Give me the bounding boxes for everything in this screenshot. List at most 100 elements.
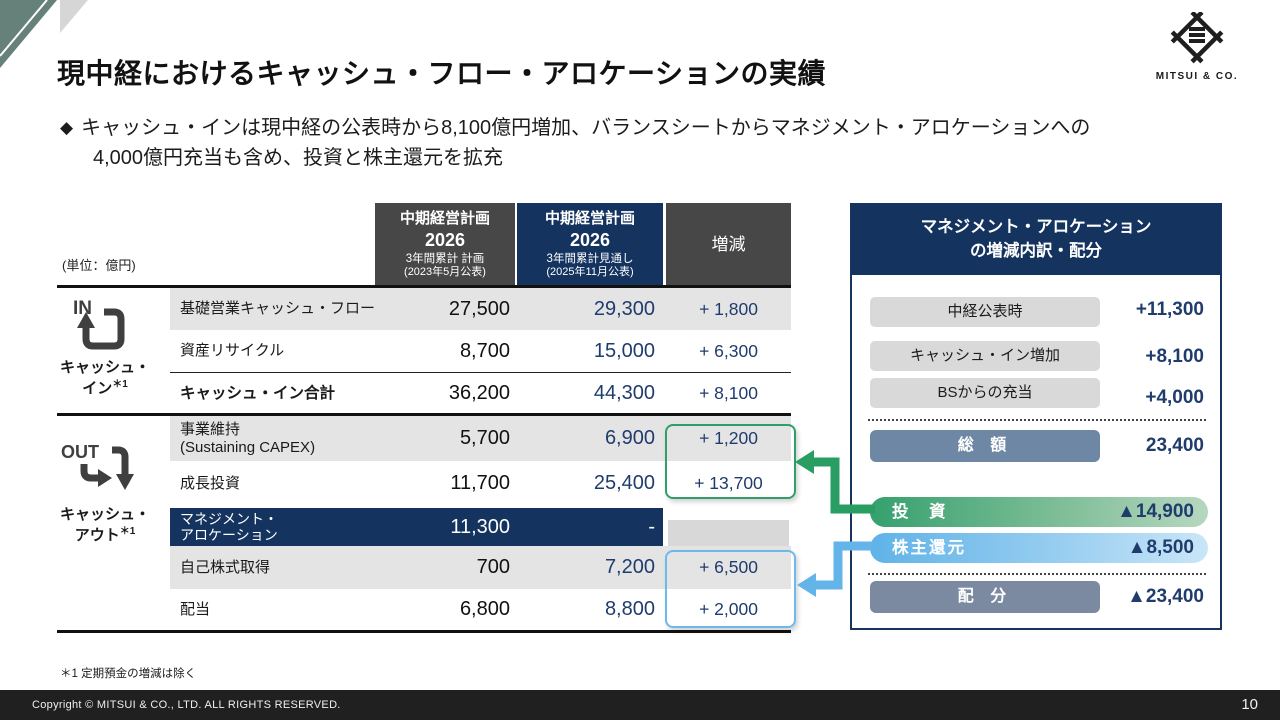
row-change-value: + 8,100 xyxy=(699,383,758,403)
row-label-line2: アロケーション xyxy=(180,527,278,543)
panel-total-value: 23,400 xyxy=(1145,435,1204,456)
row-label-line1: マネジメント・ xyxy=(180,510,278,527)
row-forecast-value: 44,300 xyxy=(593,382,655,404)
cash-in-label-line2: イン xyxy=(82,379,113,397)
row-plan-value: 700 xyxy=(476,556,510,578)
header-forecast-year: 2026 xyxy=(569,230,611,251)
shareholder-change-highlight-box xyxy=(665,550,796,628)
panel-dotted-divider-1 xyxy=(868,419,1206,421)
key-message-line2: 4,000億円充当も含め、投資と株主還元を拡充 xyxy=(93,147,504,169)
table-row-management-allocation: マネジメント・ アロケーション 11,300 - xyxy=(170,508,791,546)
cash-out-icon-text: OUT xyxy=(61,442,99,462)
row-forecast-value: 25,400 xyxy=(593,472,655,494)
table-row-cash-in-total: キャッシュ・イン合計 36,200 44,300 + 8,100 xyxy=(170,372,791,414)
panel-shareholder-label: 株主還元 xyxy=(892,539,966,557)
page-number: 10 xyxy=(1241,696,1258,713)
header-plan-year: 2026 xyxy=(424,230,466,251)
row-label: 基礎営業キャッシュ・フロー xyxy=(180,300,376,318)
panel-shareholder-value: ▲8,500 xyxy=(1127,537,1194,558)
panel-allocation-label: 配 分 xyxy=(870,581,1100,613)
key-message-line1: キャッシュ・インは現中経の公表時から8,100億円増加、バランスシートからマネジ… xyxy=(81,117,1091,139)
table-section-divider xyxy=(57,413,791,416)
cash-out-label-line1: キャッシュ・ xyxy=(59,506,150,523)
table-row-growth-investment: 成長投資 11,700 25,400 + 13,700 xyxy=(170,461,791,506)
row-forecast-value: 8,800 xyxy=(604,598,655,620)
table-row-operating-cf: 基礎営業キャッシュ・フロー 27,500 29,300 + 1,800 xyxy=(170,288,791,330)
row-label: 自己株式取得 xyxy=(180,558,271,576)
management-allocation-panel: マネジメント・アロケーション の増減内訳・配分 中経公表時 +11,300 キャ… xyxy=(850,203,1222,630)
row-plan-value: 36,200 xyxy=(448,382,510,404)
row-label: 成長投資 xyxy=(180,474,241,492)
table-row-asset-recycle: 資産リサイクル 8,700 15,000 + 6,300 xyxy=(170,330,791,372)
row-forecast-value: - xyxy=(648,515,655,538)
row-forecast-value: 29,300 xyxy=(593,297,655,320)
green-arrowhead-icon xyxy=(795,450,814,474)
cash-out-label: キャッシュ・ アウト＊1 xyxy=(45,505,165,545)
cash-in-label: キャッシュ・ イン＊1 xyxy=(45,358,165,398)
panel-title: マネジメント・アロケーション の増減内訳・配分 xyxy=(852,205,1220,275)
key-message: ◆ キャッシュ・インは現中経の公表時から8,100億円増加、バランスシートからマネ… xyxy=(60,113,1090,173)
blue-arrowhead-icon xyxy=(797,573,816,597)
corner-decoration xyxy=(0,0,88,68)
header-forecast-title: 中期経営計画 xyxy=(544,210,635,228)
table-row-dividend: 配当 6,800 8,800 + 2,000 xyxy=(170,589,791,630)
table-header-change: 増減 xyxy=(666,203,791,287)
panel-item-bs-value: +4,000 xyxy=(1145,387,1204,408)
logo-text: MITSUI & CO. xyxy=(1155,71,1239,82)
cash-in-icon: IN xyxy=(73,298,125,350)
row-forecast-value: 15,000 xyxy=(593,339,655,362)
green-connector-line xyxy=(814,457,875,514)
row-change-value: + 13,700 xyxy=(694,473,763,493)
panel-investment-pill: 投 資 ▲14,900 xyxy=(870,497,1208,527)
management-allocation-band xyxy=(170,508,663,546)
header-plan-sub: 3年間累計 計画 xyxy=(405,252,485,265)
table-bottom-border xyxy=(57,630,791,633)
bullet-diamond-icon: ◆ xyxy=(60,118,74,137)
panel-investment-value: ▲14,900 xyxy=(1117,501,1194,522)
header-forecast-date: (2025年11月公表) xyxy=(546,265,634,278)
cash-out-footnote-ref: ＊1 xyxy=(119,525,136,537)
row-label: 配当 xyxy=(180,600,211,618)
row-label: 資産リサイクル xyxy=(180,342,285,360)
panel-item-published-label: 中経公表時 xyxy=(870,297,1100,327)
table-row-share-buyback: 自己株式取得 700 7,200 + 6,500 xyxy=(170,546,791,589)
row-plan-value: 27,500 xyxy=(448,297,510,320)
row-plan-value: 11,300 xyxy=(450,515,510,538)
panel-item-published-value: +11,300 xyxy=(1135,299,1204,320)
row-change-value: + 2,000 xyxy=(699,599,758,619)
panel-title-line1: マネジメント・アロケーション xyxy=(920,218,1152,237)
row-label-line2: (Sustaining CAPEX) xyxy=(180,438,316,456)
unit-label: (単位：億円) xyxy=(62,258,136,273)
footer-bar: Copyright © MITSUI & CO., LTD. ALL RIGHT… xyxy=(0,690,1280,720)
panel-item-cashin-label: キャッシュ・イン増加 xyxy=(870,341,1100,371)
mitsui-logo: MITSUI & CO. xyxy=(1142,10,1252,82)
cash-out-label-line2: アウト xyxy=(74,526,120,544)
row-change-value: + 1,200 xyxy=(699,428,758,448)
panel-total-label: 総 額 xyxy=(870,430,1100,462)
row-label-line1: 事業維持 xyxy=(180,421,241,439)
header-change-label: 増減 xyxy=(711,235,746,255)
blue-connector-line xyxy=(816,541,875,590)
panel-item-bs-label: BSからの充当 xyxy=(870,378,1100,408)
row-forecast-value: 6,900 xyxy=(604,427,655,449)
row-label: キャッシュ・イン合計 xyxy=(180,384,336,402)
row-plan-value: 11,700 xyxy=(450,472,510,494)
panel-title-line2: の増減内訳・配分 xyxy=(970,242,1102,260)
header-forecast-sub: 3年間累計見通し xyxy=(546,252,634,265)
table-top-border xyxy=(57,285,791,288)
header-plan-date: (2023年5月公表) xyxy=(404,265,486,278)
cash-out-icon: OUT xyxy=(61,442,134,490)
mitsui-logo-icon xyxy=(1170,10,1224,64)
row-plan-value: 5,700 xyxy=(459,427,510,449)
investment-change-highlight-box xyxy=(665,424,796,499)
table-header-forecast: 中期経営計画 2026 3年間累計見通し (2025年11月公表) xyxy=(517,203,663,287)
table-row-sustaining-capex: 事業維持 (Sustaining CAPEX) 5,700 6,900 + 1,2… xyxy=(170,416,791,461)
footnote: ＊1 定期預金の増減は除く xyxy=(60,668,197,680)
copyright-text: Copyright © MITSUI & CO., LTD. ALL RIGHT… xyxy=(32,699,341,711)
cash-in-footnote-ref: ＊1 xyxy=(112,378,128,390)
connector-arrows xyxy=(795,450,875,597)
panel-dotted-divider-2 xyxy=(868,573,1206,575)
cash-in-label-line1: キャッシュ・ xyxy=(59,359,150,376)
panel-shareholder-pill: 株主還元 ▲8,500 xyxy=(870,533,1208,563)
